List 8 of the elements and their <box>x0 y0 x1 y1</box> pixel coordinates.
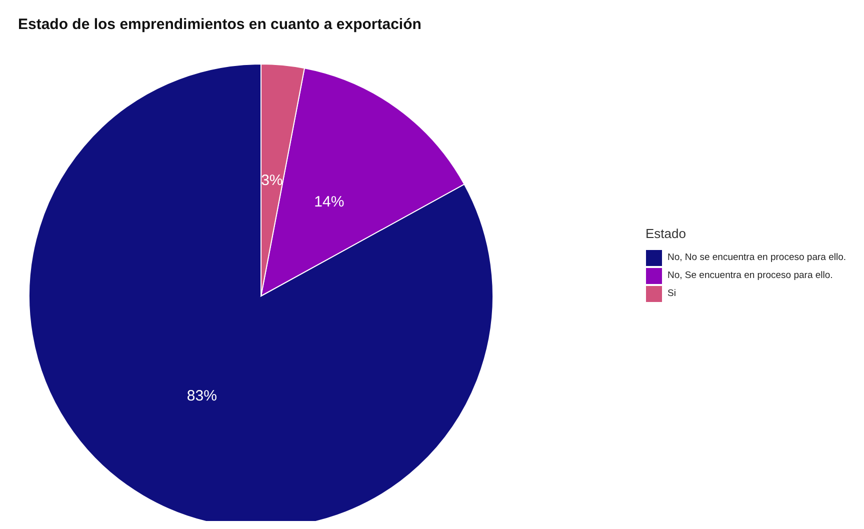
data-label: 3% <box>261 172 283 190</box>
legend-label: No, No se encuentra en proceso para ello. <box>668 252 846 263</box>
legend-label: No, Se encuentra en proceso para ello. <box>668 270 833 281</box>
data-label: 14% <box>314 194 344 211</box>
data-label: 83% <box>186 387 217 404</box>
legend-label: Si <box>668 288 676 299</box>
legend-title: Estado <box>646 226 687 241</box>
chart-title: Estado de los emprendimientos en cuanto a exportación <box>18 16 422 33</box>
